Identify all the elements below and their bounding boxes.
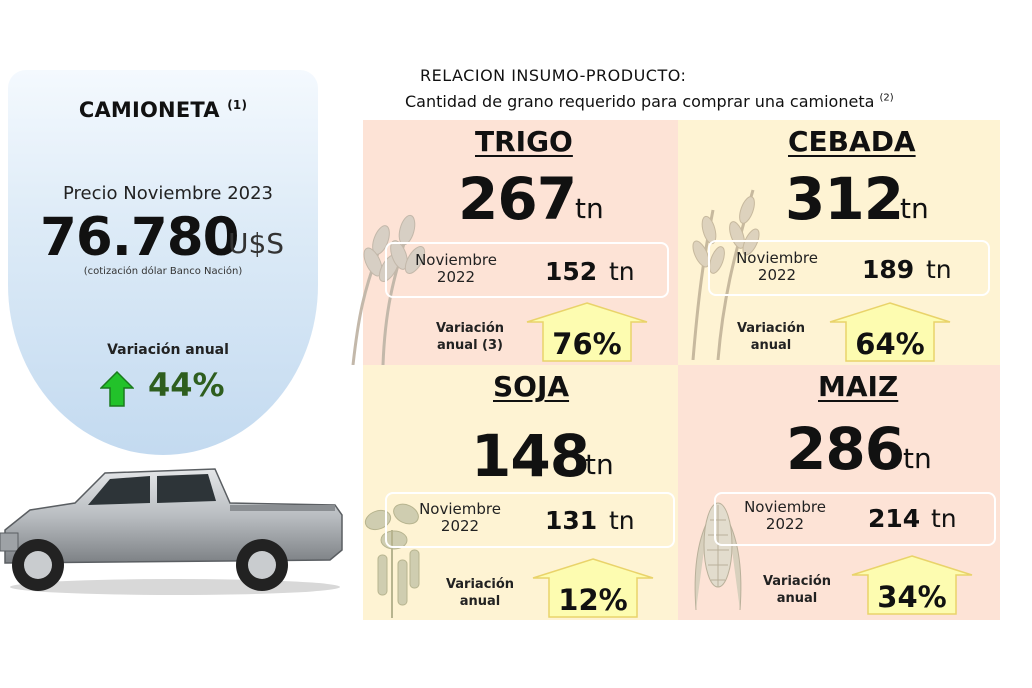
variation-label: Variación anual (445, 577, 515, 609)
nov-unit: tn (609, 506, 635, 535)
panel-maiz: MAIZ 286 tn Noviembre 2022 214 tn Variaci… (678, 365, 1000, 620)
crop-unit: tn (903, 442, 932, 475)
panel-soja: SOJA 148 tn Noviembre 2022 131 tn Variaci… (363, 365, 678, 620)
up-arrow-icon (829, 302, 951, 362)
nov-value: 189 (862, 255, 915, 284)
relacion-subtitle: Cantidad de grano requerido para comprar… (405, 92, 894, 111)
nov-value: 131 (545, 506, 598, 535)
nov-label: Noviembre 2022 (419, 500, 501, 535)
nov-2022-box (708, 240, 990, 296)
crop-value: 286 (786, 415, 905, 483)
crop-value: 312 (785, 165, 904, 233)
variation-value: 12% (558, 583, 628, 617)
up-arrow-icon (526, 302, 648, 362)
nov-2022-box (385, 492, 675, 548)
panel-cebada: CEBADA 312 tn Noviembre 2022 189 tn Varia… (678, 120, 1000, 365)
price-value: 76.780 (40, 207, 240, 268)
variation-value: 34% (877, 580, 947, 614)
crop-unit: tn (900, 192, 929, 225)
relacion-title: RELACION INSUMO-PRODUCTO: (420, 66, 687, 85)
nov-unit: tn (931, 504, 957, 533)
variation-label: Variación anual (3) (435, 321, 505, 353)
nov-label: Noviembre 2022 (415, 251, 497, 286)
crop-name: CEBADA (788, 125, 916, 158)
variation-label: Variación anual (736, 321, 806, 353)
variation-arrow: 12% (531, 558, 655, 618)
nov-2022-box (385, 242, 669, 298)
crop-name: SOJA (493, 370, 570, 403)
variation-value: 76% (552, 327, 622, 361)
variation-value: 64% (855, 327, 925, 361)
variation-arrow: 76% (525, 302, 649, 362)
camioneta-variation-value: 44% (148, 366, 225, 404)
price-label: Precio Noviembre 2023 (62, 183, 274, 204)
up-arrow-icon (532, 558, 654, 618)
camioneta-variation-label: Variación anual (107, 342, 229, 358)
nov-unit: tn (609, 257, 635, 286)
nov-unit: tn (926, 255, 952, 284)
exchange-note: (cotización dólar Banco Nación) (83, 266, 243, 277)
crop-unit: tn (575, 192, 604, 225)
panel-trigo: TRIGO 267 tn Noviembre 2022 152 tn Variac… (351, 120, 678, 365)
camioneta-title: CAMIONETA (1) (78, 98, 248, 122)
up-arrow-icon (851, 555, 973, 615)
variation-arrow: 64% (828, 302, 952, 362)
nov-value: 152 (545, 257, 598, 286)
camioneta-card (8, 70, 318, 455)
nov-label: Noviembre 2022 (744, 498, 826, 533)
nov-value: 214 (868, 504, 921, 533)
pickup-truck-icon (0, 468, 343, 595)
nov-2022-box (714, 492, 996, 546)
variation-arrow: 34% (850, 555, 974, 615)
crop-unit: tn (585, 448, 614, 481)
crop-name: TRIGO (475, 125, 573, 158)
up-arrow-icon (100, 371, 134, 407)
variation-label: Variación anual (762, 574, 832, 606)
crop-name: MAIZ (818, 370, 899, 403)
nov-label: Noviembre 2022 (736, 249, 818, 284)
crop-value: 148 (471, 422, 590, 490)
crop-value: 267 (458, 165, 577, 233)
price-currency: U$S (228, 227, 285, 260)
